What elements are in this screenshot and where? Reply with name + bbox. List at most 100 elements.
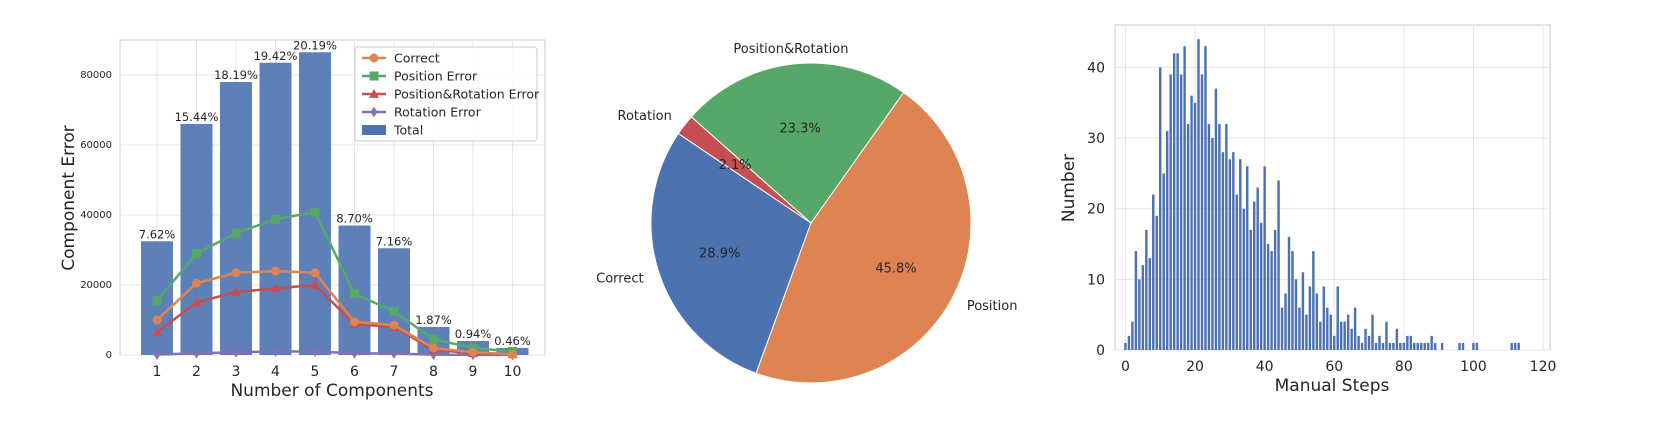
histogram-bar xyxy=(1291,251,1294,350)
marker-circle xyxy=(429,343,438,353)
marker-square xyxy=(429,334,438,344)
histogram-bar xyxy=(1319,321,1322,350)
marker-circle xyxy=(350,317,359,327)
bar-total xyxy=(259,62,292,355)
bar-percent-label: 0.46% xyxy=(494,334,531,348)
histogram-bar xyxy=(1124,342,1127,350)
histogram-bar xyxy=(1378,335,1381,350)
pie-slice-label: Position&Rotation xyxy=(733,42,848,57)
marker-square xyxy=(271,214,280,224)
pie-slice-label: Rotation xyxy=(618,109,672,124)
histogram-bar xyxy=(1350,328,1353,350)
marker-triangle xyxy=(270,283,281,293)
x-tick-label: 0 xyxy=(1121,359,1130,375)
histogram-bar xyxy=(1343,321,1346,350)
bar-percent-label: 0.94% xyxy=(455,327,492,341)
marker-circle xyxy=(389,320,399,330)
histogram-bar xyxy=(1183,46,1186,351)
histogram-bar xyxy=(1322,286,1326,350)
bar-total xyxy=(180,124,213,355)
legend-label: Position Error xyxy=(394,69,478,84)
histogram-bar xyxy=(1127,335,1131,350)
y-tick-label: 30 xyxy=(1087,131,1105,147)
bar-total xyxy=(299,52,331,355)
x-tick-label: 6 xyxy=(350,364,359,380)
marker-square xyxy=(350,289,359,299)
marker-square xyxy=(310,207,320,217)
marker-diamond xyxy=(351,347,358,359)
histogram-bar xyxy=(1371,314,1374,350)
legend-label: Position&Rotation Error xyxy=(394,87,540,102)
histogram-bar xyxy=(1336,286,1339,350)
marker-diamond xyxy=(193,347,200,359)
histogram-bar xyxy=(1277,180,1280,350)
histogram-bar xyxy=(1232,152,1235,350)
x-tick-label: 60 xyxy=(1325,359,1343,375)
marker-circle xyxy=(152,315,162,325)
x-tick-label: 10 xyxy=(504,364,522,380)
x-tick-label: 9 xyxy=(469,364,478,380)
bar-total xyxy=(220,82,252,355)
histogram-bar xyxy=(1433,342,1437,350)
x-tick-label: 7 xyxy=(390,364,399,380)
marker-circle xyxy=(508,349,517,359)
histogram-bar xyxy=(1402,342,1406,350)
legend-label: Correct xyxy=(394,51,440,66)
histogram-bar xyxy=(1172,53,1176,351)
histogram-bar xyxy=(1298,307,1301,350)
histogram-bar xyxy=(1211,138,1214,350)
histogram-bar xyxy=(1204,46,1207,351)
histogram-bar xyxy=(1440,342,1444,350)
chart3-xlabel: Manual Steps xyxy=(1275,376,1390,396)
histogram-bar xyxy=(1461,342,1465,350)
histogram-bar xyxy=(1138,279,1141,350)
chart1-xlabel: Number of Components xyxy=(230,381,433,401)
bar-percent-label: 7.16% xyxy=(376,234,413,248)
series-line xyxy=(156,210,513,353)
histogram-bar xyxy=(1458,342,1461,350)
bar-percent-label: 18.19% xyxy=(214,68,258,82)
histogram-bar xyxy=(1326,307,1329,350)
legend-swatch-bar xyxy=(362,125,386,135)
histogram-bar xyxy=(1225,123,1228,350)
histogram-bar xyxy=(1315,293,1319,350)
marker-diamond xyxy=(311,346,319,357)
marker-circle xyxy=(468,347,478,357)
marker-circle xyxy=(271,266,280,276)
marker-triangle xyxy=(231,286,241,296)
histogram-bar xyxy=(1284,293,1287,350)
y-tick-label: 40000 xyxy=(80,210,112,221)
histogram-bar xyxy=(1242,208,1245,350)
histogram-bar xyxy=(1312,251,1315,350)
histogram-bar xyxy=(1301,272,1305,350)
histogram-bar xyxy=(1249,229,1252,350)
histogram-bar xyxy=(1252,201,1256,350)
histogram-bar xyxy=(1239,159,1242,350)
histogram-bar xyxy=(1374,342,1378,350)
x-tick-label: 20 xyxy=(1186,359,1204,375)
marker-circle xyxy=(231,268,241,278)
histogram-bar xyxy=(1406,335,1409,350)
bar-percent-label: 20.19% xyxy=(293,38,337,52)
histogram-bar xyxy=(1308,286,1312,350)
marker-square xyxy=(192,249,201,258)
x-tick-label: 2 xyxy=(192,364,201,380)
histogram-bar xyxy=(1367,335,1371,350)
marker-triangle xyxy=(152,327,162,337)
marker-triangle xyxy=(191,297,202,307)
pie-pct-label: 2.1% xyxy=(719,158,752,173)
pie-slice xyxy=(690,62,905,224)
histogram-bar xyxy=(1155,215,1158,350)
histogram-bar xyxy=(1413,342,1416,350)
histogram-bar xyxy=(1148,258,1152,350)
x-tick-label: 8 xyxy=(429,364,438,380)
histogram-bar xyxy=(1399,342,1402,350)
histogram-bar xyxy=(1145,229,1148,350)
bar-percent-label: 7.62% xyxy=(139,227,176,241)
series-line xyxy=(156,283,513,356)
pie-pct-label: 45.8% xyxy=(875,262,916,277)
histogram-bar xyxy=(1179,74,1183,351)
bar-percent-label: 15.44% xyxy=(175,110,219,124)
histogram-bar xyxy=(1423,342,1426,350)
histogram-bar xyxy=(1416,342,1419,350)
